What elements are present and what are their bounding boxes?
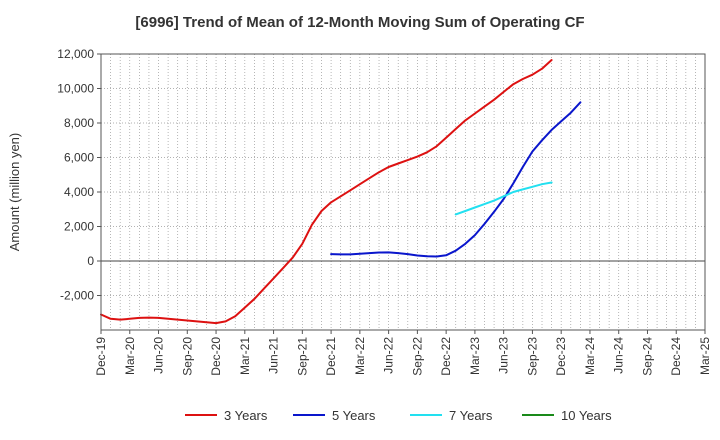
x-tick-label: Mar-20 bbox=[123, 337, 137, 375]
y-tick-label: 10,000 bbox=[57, 82, 94, 96]
y-axis-ticks: -2,000 0 2,000 4,000 6,000 8,000 10,000 12,000 bbox=[57, 47, 101, 303]
x-tick-label: Dec-24 bbox=[669, 337, 683, 376]
x-axis-ticks: Dec-19 Mar-20 Jun-20 Sep-20 Dec-20 Mar-21 Jun-… bbox=[94, 330, 712, 376]
x-tick-label: Dec-23 bbox=[554, 337, 568, 376]
grid bbox=[101, 53, 705, 330]
y-tick-label: 12,000 bbox=[57, 47, 94, 61]
x-tick-label: Sep-20 bbox=[180, 337, 194, 376]
x-tick-label: Sep-24 bbox=[640, 337, 654, 376]
x-tick-label: Mar-23 bbox=[468, 337, 482, 375]
plot-frame bbox=[100, 53, 706, 331]
x-tick-label: Dec-21 bbox=[324, 337, 338, 376]
legend-label: 7 Years bbox=[449, 408, 493, 423]
x-tick-label: Dec-19 bbox=[94, 337, 108, 376]
x-tick-label: Mar-21 bbox=[238, 337, 252, 375]
x-tick-label: Mar-22 bbox=[353, 337, 367, 375]
chart-title: [6996] Trend of Mean of 12-Month Moving … bbox=[135, 14, 584, 31]
x-tick-label: Jun-24 bbox=[612, 337, 626, 374]
x-tick-label: Jun-21 bbox=[267, 337, 281, 374]
x-tick-label: Sep-22 bbox=[410, 337, 424, 376]
y-tick-label: 2,000 bbox=[64, 220, 94, 234]
y-tick-label: 6,000 bbox=[64, 151, 94, 165]
y-tick-label: 8,000 bbox=[64, 116, 94, 130]
legend-label: 10 Years bbox=[561, 408, 612, 423]
x-tick-label: Sep-21 bbox=[295, 337, 309, 376]
x-tick-label: Mar-24 bbox=[583, 337, 597, 375]
y-axis-label: Amount (million yen) bbox=[7, 133, 22, 252]
x-tick-label: Dec-22 bbox=[439, 337, 453, 376]
x-tick-label: Dec-20 bbox=[209, 337, 223, 376]
x-tick-label: Jun-23 bbox=[497, 337, 511, 374]
series-line-3-years bbox=[100, 59, 553, 325]
y-tick-label: -2,000 bbox=[60, 289, 94, 303]
y-tick-label: 4,000 bbox=[64, 185, 94, 199]
x-tick-label: Jun-20 bbox=[152, 337, 166, 374]
x-tick-label: Sep-23 bbox=[525, 337, 539, 376]
x-tick-label: Jun-22 bbox=[382, 337, 396, 374]
legend-label: 3 Years bbox=[224, 408, 268, 423]
legend-label: 5 Years bbox=[332, 408, 376, 423]
series-line-7-years bbox=[454, 181, 553, 216]
x-tick-label: Mar-25 bbox=[698, 337, 712, 375]
plot-area bbox=[101, 54, 705, 330]
legend: 3 Years 5 Years 7 Years 10 Years bbox=[185, 408, 612, 423]
y-tick-label: 0 bbox=[87, 254, 94, 268]
series-lines bbox=[100, 59, 582, 325]
series-line-5-years bbox=[330, 101, 582, 258]
